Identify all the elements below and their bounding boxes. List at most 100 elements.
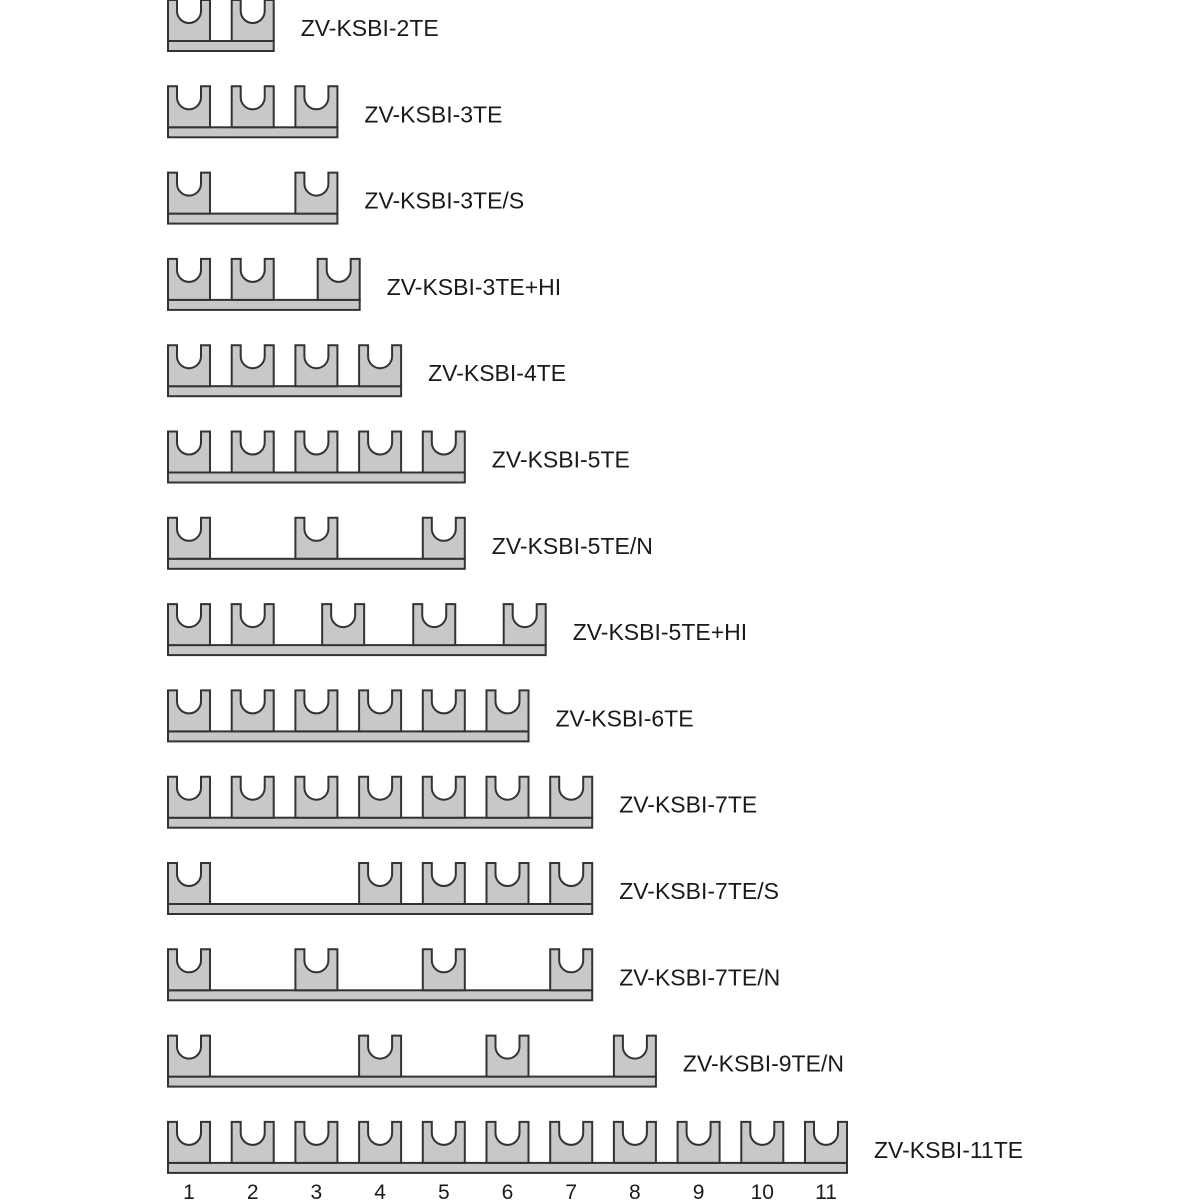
busbar-tooth (421, 430, 466, 474)
busbar-rail (167, 385, 403, 398)
busbar-tooth (358, 344, 403, 388)
busbar-tooth (167, 171, 211, 215)
busbar-rail (167, 644, 547, 657)
pole-number: 9 (693, 1181, 705, 1200)
busbar-label: ZV-KSBI-5TE/N (492, 533, 653, 559)
pole-number: 3 (311, 1181, 323, 1200)
pole-number: 4 (374, 1181, 386, 1200)
busbar-tooth (549, 862, 594, 905)
busbar-tooth (230, 430, 275, 474)
busbar-rail (167, 212, 339, 225)
busbar-tooth (230, 1120, 275, 1164)
busbar-tooth (421, 862, 466, 905)
busbar-tooth (740, 1120, 785, 1164)
busbar-row: ZV-KSBI-7TE/S (167, 862, 779, 915)
busbar-tooth (167, 862, 211, 905)
busbar-tooth (167, 775, 211, 819)
pole-number: 5 (438, 1181, 450, 1200)
busbar-tooth (167, 689, 211, 733)
busbar-tooth (294, 344, 339, 388)
busbar-tooth (294, 430, 339, 474)
busbar-tooth (230, 603, 275, 647)
busbar-tooth (294, 1120, 339, 1164)
busbar-tooth (294, 775, 339, 819)
busbar-row: ZV-KSBI-4TE (167, 344, 566, 398)
busbar-tooth (294, 689, 339, 733)
busbar-label: ZV-KSBI-2TE (301, 15, 439, 41)
busbar-label: ZV-KSBI-5TE+HI (573, 619, 747, 645)
busbar-row: ZV-KSBI-3TE+HI (167, 257, 561, 311)
busbar-tooth (167, 257, 211, 301)
busbar-rail (167, 126, 339, 139)
busbar-rail (167, 557, 466, 570)
busbar-tooth (612, 1034, 657, 1078)
busbar-tooth (167, 516, 211, 560)
busbar-tooth (549, 1120, 594, 1164)
busbar-tooth (167, 603, 211, 647)
busbar-row: ZV-KSBI-3TE (167, 85, 502, 139)
pole-number: 2 (247, 1181, 259, 1200)
busbar-label: ZV-KSBI-7TE/N (619, 964, 780, 990)
busbar-tooth (485, 862, 530, 905)
busbar-rail (167, 816, 594, 829)
busbar-tooth (230, 344, 275, 388)
busbar-tooth (294, 171, 339, 215)
busbar-tooth (167, 1034, 211, 1078)
pole-number: 8 (629, 1181, 641, 1200)
busbar-tooth (804, 1120, 848, 1164)
busbar-tooth (167, 0, 211, 42)
busbar-tooth (294, 948, 339, 992)
busbar-rail (167, 1075, 657, 1088)
busbar-tooth (485, 1034, 530, 1078)
busbar-rail (167, 730, 530, 743)
busbar-tooth (167, 344, 211, 388)
pole-number: 10 (751, 1181, 774, 1200)
busbar-tooth (485, 775, 530, 819)
busbar-label: ZV-KSBI-7TE (619, 792, 757, 818)
busbar-tooth (676, 1120, 721, 1164)
busbar-tooth (502, 603, 547, 647)
busbar-tooth (230, 775, 275, 819)
busbar-tooth (421, 516, 466, 560)
pole-number: 1 (183, 1181, 195, 1200)
busbar-label: ZV-KSBI-11TE (874, 1137, 1023, 1163)
busbar-tooth (358, 430, 403, 474)
busbar-label: ZV-KSBI-3TE/S (364, 188, 524, 214)
busbar-tooth (321, 603, 366, 647)
pole-number: 11 (815, 1181, 837, 1200)
busbar-row: ZV-KSBI-11TE (167, 1120, 1023, 1174)
busbar-row: ZV-KSBI-5TE+HI (167, 603, 747, 657)
pole-number: 7 (565, 1181, 577, 1200)
busbar-tooth (358, 775, 403, 819)
busbar-label: ZV-KSBI-3TE (364, 101, 502, 127)
busbar-tooth (167, 85, 211, 129)
busbar-tooth (485, 1120, 530, 1164)
busbar-row: ZV-KSBI-6TE (167, 689, 694, 743)
busbar-tooth (421, 775, 466, 819)
busbar-tooth (230, 85, 275, 129)
busbar-label: ZV-KSBI-4TE (428, 360, 566, 386)
busbar-label: ZV-KSBI-7TE/S (619, 878, 779, 904)
busbar-tooth (549, 948, 594, 992)
busbar-tooth (294, 85, 339, 129)
busbar-tooth (421, 689, 466, 733)
busbar-rail (167, 40, 275, 52)
busbar-rail (167, 903, 594, 915)
busbar-tooth (358, 1120, 403, 1164)
busbar-tooth (294, 516, 339, 560)
busbar-row: ZV-KSBI-7TE (167, 775, 757, 829)
busbar-tooth (167, 948, 211, 992)
busbar-tooth (485, 689, 530, 733)
busbar-tooth (167, 430, 211, 474)
busbar-tooth (316, 257, 361, 301)
busbar-tooth (358, 689, 403, 733)
busbar-tooth (412, 603, 457, 647)
busbar-label: ZV-KSBI-3TE+HI (387, 274, 561, 300)
busbar-label: ZV-KSBI-6TE (556, 705, 694, 731)
busbar-tooth (358, 1034, 403, 1078)
busbar-tooth (230, 0, 275, 42)
busbar-rail (167, 989, 594, 1002)
busbar-row: ZV-KSBI-9TE/N (167, 1034, 844, 1088)
busbar-tooth (358, 862, 403, 905)
